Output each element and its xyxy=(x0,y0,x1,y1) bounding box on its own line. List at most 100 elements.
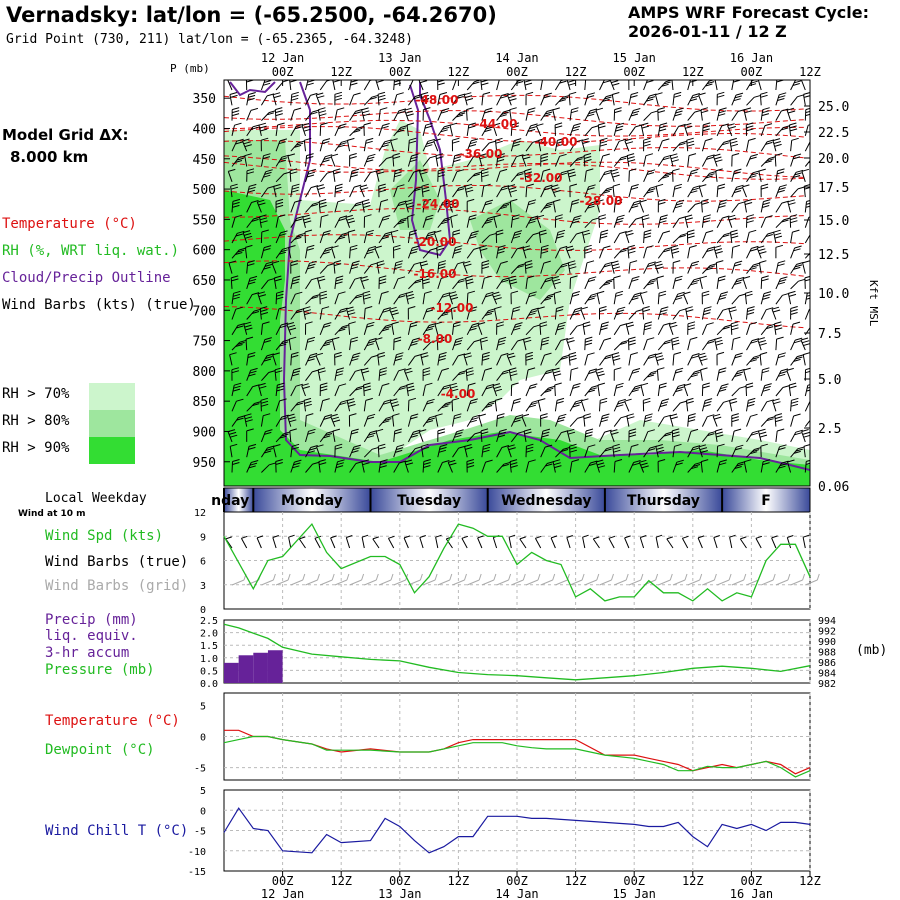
upper-wind-barb xyxy=(672,91,682,106)
upper-wind-barb xyxy=(346,137,355,152)
upper-wind-barb xyxy=(393,428,402,442)
upper-wind-barb xyxy=(613,122,625,137)
upper-wind-barb xyxy=(787,290,797,305)
top-date-label: 15 Jan xyxy=(613,51,656,65)
upper-wind-barb xyxy=(775,444,787,458)
upper-wind-barb xyxy=(613,367,622,381)
upper-wind-barb xyxy=(672,459,684,473)
precip-bar xyxy=(253,652,268,683)
upper-wind-barb xyxy=(639,291,648,305)
upper-wind-barb xyxy=(332,168,341,182)
temperature-contour-label: -4.00 xyxy=(441,387,476,401)
upper-wind-barb xyxy=(759,91,768,106)
upper-wind-barb xyxy=(584,444,596,458)
upper-wind-barb xyxy=(801,168,810,182)
upper-wind-barb xyxy=(687,353,700,366)
upper-wind-barb xyxy=(404,107,414,121)
upper-wind-barb xyxy=(349,92,361,106)
upper-wind-barb xyxy=(332,428,341,442)
true-wind-barb xyxy=(445,536,453,549)
upper-wind-barb xyxy=(242,138,252,152)
upper-wind-barb xyxy=(639,199,647,213)
temperature2-legend: Temperature (°C) xyxy=(45,713,180,729)
upper-wind-barb xyxy=(260,321,270,335)
upper-wind-barb xyxy=(436,336,445,351)
upper-wind-barb xyxy=(775,168,785,182)
upper-wind-barb xyxy=(540,413,548,427)
upper-wind-barb xyxy=(422,306,435,320)
temperature-tick: 0 xyxy=(200,733,206,744)
upper-wind-barb xyxy=(523,336,532,351)
weekday-label: Monday xyxy=(281,493,343,509)
upper-wind-barb xyxy=(437,260,447,274)
grid-wind-barb xyxy=(761,573,776,586)
grid-wind-barb xyxy=(467,573,482,586)
upper-wind-barb xyxy=(465,275,474,289)
upper-wind-barb xyxy=(260,93,275,106)
upper-wind-barb xyxy=(437,168,446,182)
dewpoint-legend: Dewpoint (°C) xyxy=(45,742,155,758)
upper-wind-barb xyxy=(790,80,802,91)
upper-wind-barb xyxy=(552,367,562,381)
upper-wind-barb xyxy=(628,168,637,182)
upper-wind-barb xyxy=(584,244,592,259)
upper-wind-barb xyxy=(669,153,679,167)
true-wind-barb xyxy=(550,535,558,549)
upper-wind-barb xyxy=(231,306,243,320)
upper-wind-barb xyxy=(260,137,269,152)
upper-wind-barb xyxy=(319,154,333,167)
height-level-label: 10.0 xyxy=(818,287,849,302)
upper-wind-barb xyxy=(286,322,297,335)
upper-wind-barb xyxy=(315,352,324,366)
true-wind-barb xyxy=(461,535,469,549)
true-wind-barb xyxy=(534,535,542,549)
pressure-level-label: 850 xyxy=(193,395,216,410)
upper-wind-barb xyxy=(496,93,509,106)
upper-wind-barb xyxy=(494,397,503,412)
top-time-tick-label: 12Z xyxy=(799,65,821,79)
upper-wind-barb xyxy=(569,215,582,228)
upper-wind-barb xyxy=(243,321,253,335)
upper-wind-barb xyxy=(804,419,810,427)
upper-wind-barb xyxy=(421,275,430,289)
upper-wind-barb xyxy=(657,107,666,121)
upper-wind-barb xyxy=(687,153,697,167)
upper-wind-barb xyxy=(568,352,577,366)
bottom-time-tick-label: 00Z xyxy=(623,874,645,888)
upper-wind-barb xyxy=(481,291,494,305)
upper-wind-barb xyxy=(554,382,562,397)
upper-wind-barb xyxy=(643,321,653,335)
precip-tick: 0.0 xyxy=(200,679,218,690)
temperature-contour xyxy=(224,234,807,251)
upper-wind-barb xyxy=(305,153,314,167)
pressure-level-label: 700 xyxy=(193,304,216,319)
upper-wind-barb xyxy=(760,416,776,427)
upper-wind-barb xyxy=(509,107,517,121)
upper-wind-barb xyxy=(319,230,331,244)
upper-wind-barb xyxy=(775,352,786,366)
upper-wind-barb xyxy=(525,123,538,137)
upper-wind-barb xyxy=(730,229,739,244)
upper-wind-barb xyxy=(731,444,744,458)
upper-wind-barb xyxy=(643,229,652,244)
upper-wind-barb xyxy=(687,461,703,473)
upper-wind-barb xyxy=(672,183,683,198)
upper-wind-barb xyxy=(290,123,304,137)
grid-wind-barb xyxy=(320,573,335,586)
upper-wind-barb xyxy=(496,321,504,335)
upper-wind-barb xyxy=(319,138,331,152)
upper-wind-barb xyxy=(462,260,472,274)
upper-wind-barb xyxy=(496,153,505,167)
upper-wind-barb xyxy=(275,122,285,136)
upper-wind-barb xyxy=(481,367,493,381)
upper-wind-barb xyxy=(231,382,242,397)
true-wind-barb xyxy=(403,535,411,549)
upper-wind-barb xyxy=(773,229,783,244)
upper-wind-barb xyxy=(378,107,388,121)
upper-wind-barb xyxy=(773,321,783,335)
upper-wind-barb xyxy=(407,261,422,274)
upper-wind-barb xyxy=(330,153,339,167)
upper-wind-barb xyxy=(390,138,398,152)
upper-wind-barb xyxy=(671,428,680,442)
upper-wind-barb xyxy=(584,217,600,229)
